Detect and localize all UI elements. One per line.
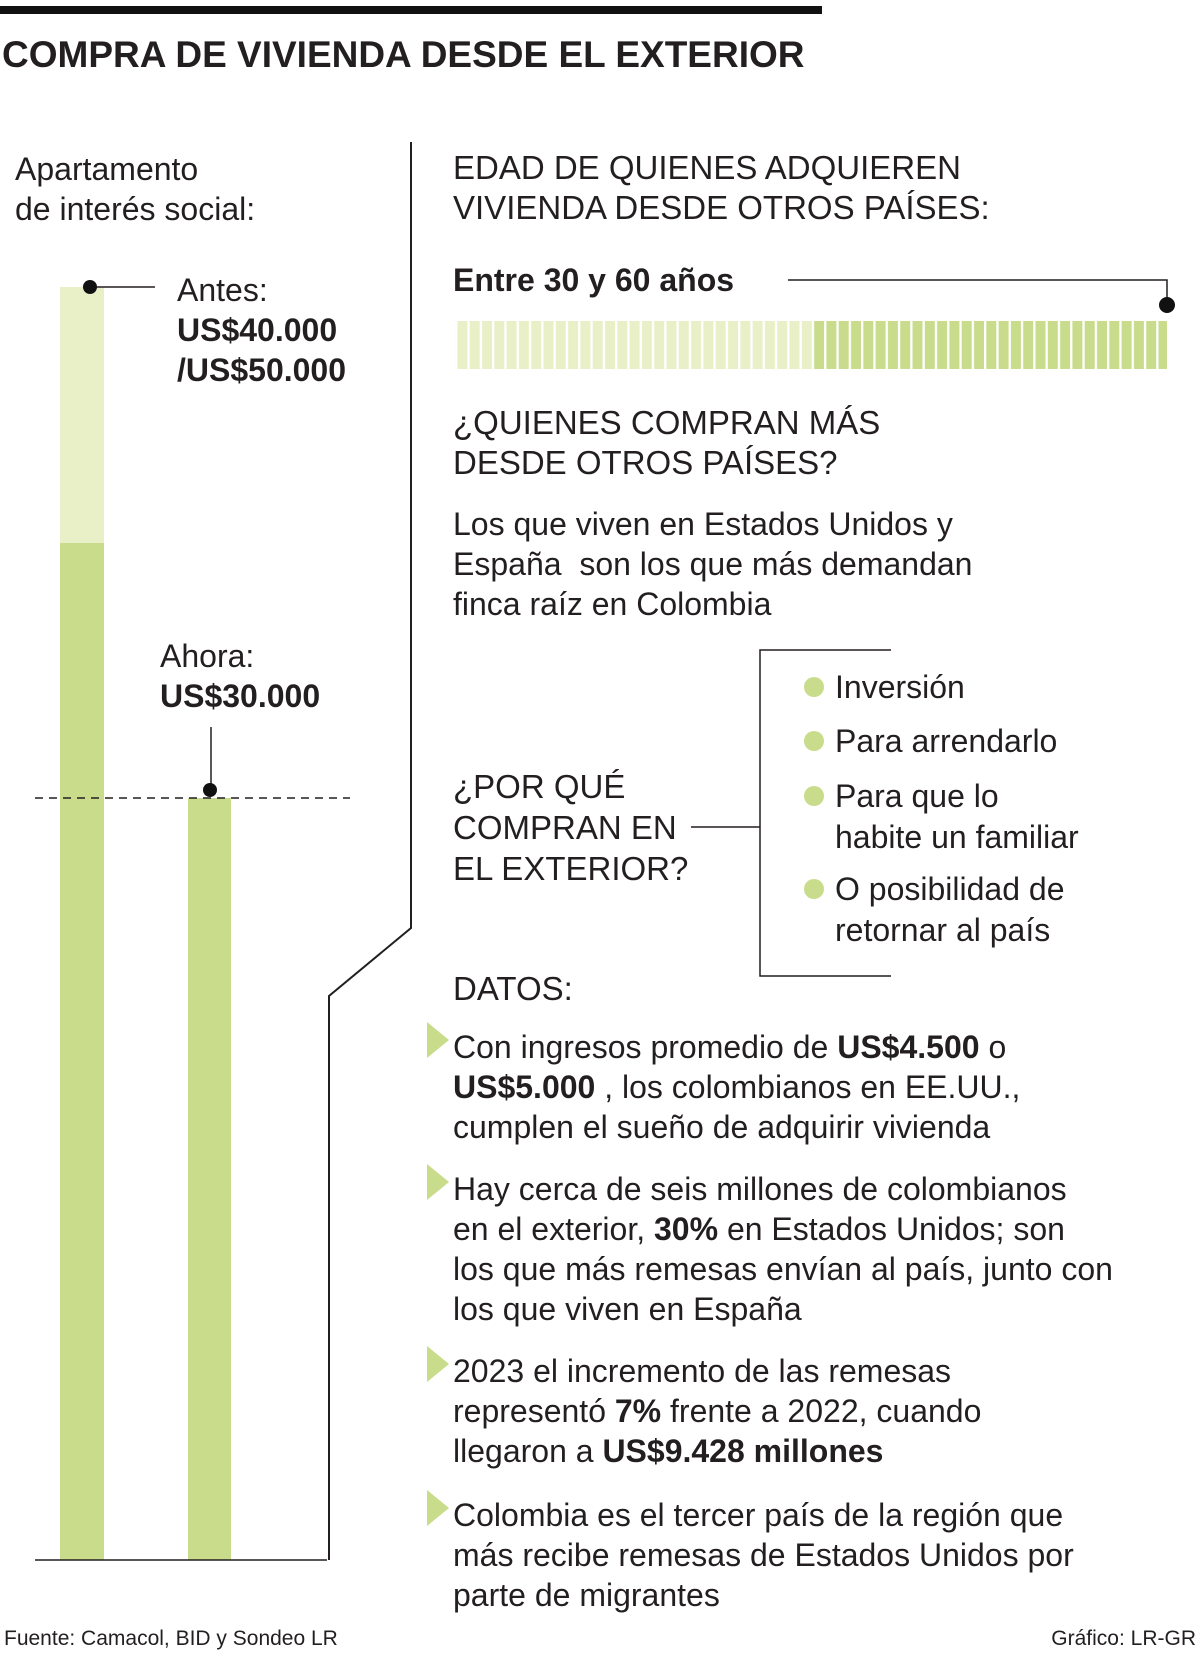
- fact-line: Con ingresos promedio de US$4.500 o: [453, 1029, 1006, 1065]
- section-heading: COMPRAN EN: [453, 809, 677, 846]
- divider: [328, 142, 412, 1560]
- panel-label: de interés social:: [15, 191, 255, 227]
- fact-text: frente a 2022, cuando: [661, 1393, 981, 1429]
- now-label: Ahora:: [160, 638, 254, 674]
- fact-text: 7%: [615, 1393, 661, 1429]
- age-bar-stripes: [455, 321, 1167, 369]
- bracket: [759, 649, 891, 977]
- fact-text: Hay cerca de seis millones de colombiano…: [453, 1171, 1067, 1207]
- fact-text: US$4.500: [837, 1029, 979, 1065]
- before-label: Antes:: [177, 272, 268, 308]
- fact-text: parte de migrantes: [453, 1577, 720, 1613]
- section-heading: ¿QUIENES COMPRAN MÁS: [453, 404, 880, 441]
- reason-item: O posibilidad de: [835, 871, 1064, 907]
- paragraph: España son los que más demandan: [453, 546, 972, 582]
- section-heading: DATOS:: [453, 970, 573, 1007]
- fact-line: cumplen el sueño de adquirir vivienda: [453, 1109, 990, 1145]
- fact-text: US$5.000: [453, 1069, 595, 1105]
- fact-line: Colombia es el tercer país de la región …: [453, 1497, 1063, 1533]
- fact-text: los que más remesas envían al país, junt…: [453, 1251, 1113, 1287]
- bullet: [804, 677, 824, 697]
- bar-now: [188, 798, 231, 1560]
- fact-arrow: [427, 1022, 449, 1058]
- reason-item: Inversión: [835, 669, 965, 705]
- section-heading: VIVIENDA DESDE OTROS PAÍSES:: [453, 189, 990, 226]
- leader: [788, 279, 1168, 305]
- credit: Gráfico: LR-GR: [1051, 1627, 1196, 1650]
- fact-line: parte de migrantes: [453, 1577, 720, 1613]
- fact-text: llegaron a: [453, 1433, 602, 1469]
- fact-text: más recibe remesas de Estados Unidos por: [453, 1537, 1074, 1573]
- fact-text: cumplen el sueño de adquirir vivienda: [453, 1109, 990, 1145]
- fact-arrow: [427, 1346, 449, 1382]
- fact-line: en el exterior, 30% en Estados Unidos; s…: [453, 1211, 1065, 1247]
- bullet: [804, 731, 824, 751]
- now-value: US$30.000: [160, 678, 320, 714]
- fact-text: Con ingresos promedio de: [453, 1029, 837, 1065]
- fact-text: 2023 el incremento de las remesas: [453, 1353, 951, 1389]
- reason-item: habite un familiar: [835, 819, 1079, 855]
- fact-arrow: [427, 1164, 449, 1200]
- section-heading: EDAD DE QUIENES ADQUIEREN: [453, 149, 961, 186]
- marker: [1159, 297, 1175, 313]
- fact-line: llegaron a US$9.428 millones: [453, 1433, 883, 1469]
- fact-line: representó 7% frente a 2022, cuando: [453, 1393, 981, 1429]
- fact-line: los que viven en España: [453, 1291, 802, 1327]
- paragraph: Los que viven en Estados Unidos y: [453, 506, 953, 542]
- source: Fuente: Camacol, BID y Sondeo LR: [4, 1627, 338, 1650]
- before-value: US$40.000: [177, 312, 337, 348]
- fact-text: en el exterior,: [453, 1211, 654, 1247]
- marker: [83, 280, 97, 294]
- fact-line: US$5.000 , los colombianos en EE.UU.,: [453, 1069, 1020, 1105]
- bullet: [804, 786, 824, 806]
- fact-text: US$9.428 millones: [602, 1433, 883, 1469]
- fact-arrow: [427, 1490, 449, 1526]
- bullet: [804, 879, 824, 899]
- title: COMPRA DE VIVIENDA DESDE EL EXTERIOR: [2, 34, 804, 75]
- fact-text: Colombia es el tercer país de la región …: [453, 1497, 1063, 1533]
- fact-line: más recibe remesas de Estados Unidos por: [453, 1537, 1074, 1573]
- age-range: Entre 30 y 60 años: [453, 262, 734, 298]
- section-heading: DESDE OTROS PAÍSES?: [453, 444, 838, 481]
- fact-line: Hay cerca de seis millones de colombiano…: [453, 1171, 1067, 1207]
- fact-text: en Estados Unidos; son: [718, 1211, 1065, 1247]
- paragraph: finca raíz en Colombia: [453, 586, 772, 622]
- fact-text: 30%: [654, 1211, 718, 1247]
- bar-before-range: [60, 287, 104, 543]
- reason-item: Para arrendarlo: [835, 723, 1057, 759]
- marker: [203, 783, 217, 797]
- fact-line: los que más remesas envían al país, junt…: [453, 1251, 1113, 1287]
- section-heading: EL EXTERIOR?: [453, 850, 688, 887]
- before-value: /US$50.000: [177, 352, 346, 388]
- section-heading: ¿POR QUÉ: [453, 768, 625, 805]
- top-rule: [0, 6, 822, 14]
- fact-text: los que viven en España: [453, 1291, 802, 1327]
- fact-text: representó: [453, 1393, 615, 1429]
- fact-line: 2023 el incremento de las remesas: [453, 1353, 951, 1389]
- panel-label: Apartamento: [15, 151, 198, 187]
- fact-text: , los colombianos en EE.UU.,: [595, 1069, 1020, 1105]
- bar-before: [60, 543, 104, 1560]
- reason-item: Para que lo: [835, 778, 999, 814]
- fact-text: o: [980, 1029, 1007, 1065]
- reason-item: retornar al país: [835, 912, 1050, 948]
